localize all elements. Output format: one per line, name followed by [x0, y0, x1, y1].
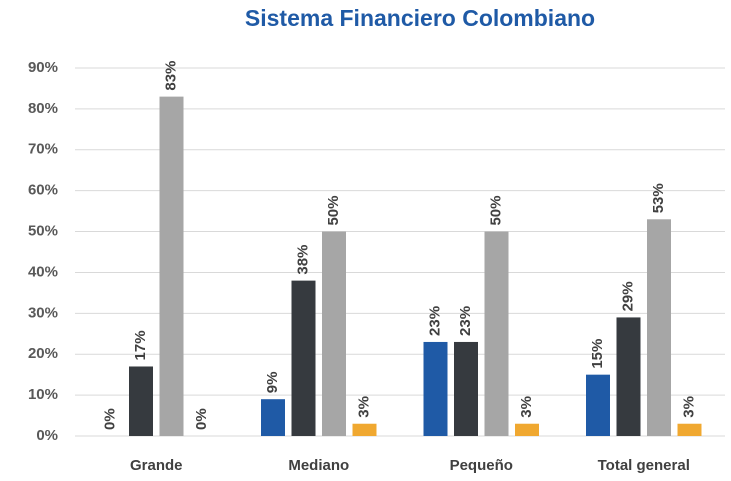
- bar: [647, 219, 671, 436]
- y-tick-label: 20%: [28, 345, 58, 362]
- y-tick-label: 70%: [28, 141, 58, 158]
- bar: [616, 317, 641, 436]
- bar: [291, 280, 316, 436]
- bar: [454, 341, 478, 436]
- y-tick-label: 90%: [28, 59, 58, 76]
- data-label: 29%: [619, 281, 636, 311]
- data-label: 15%: [589, 339, 606, 369]
- data-label: 17%: [132, 330, 149, 360]
- x-tick-label: Pequeño: [450, 457, 513, 474]
- bar: [129, 366, 153, 436]
- data-label: 83%: [162, 61, 179, 91]
- bar: [423, 341, 448, 436]
- data-label: 23%: [457, 306, 474, 336]
- data-label: 3%: [355, 396, 372, 418]
- x-tick-label: Grande: [130, 457, 183, 474]
- bar: [159, 96, 184, 436]
- data-label: 53%: [650, 183, 667, 213]
- data-label: 0%: [101, 408, 118, 430]
- y-tick-label: 30%: [28, 304, 58, 321]
- y-tick-label: 10%: [28, 386, 58, 403]
- data-label: 3%: [680, 396, 697, 418]
- data-label: 0%: [193, 408, 210, 430]
- bar: [586, 374, 610, 436]
- data-label: 3%: [518, 396, 535, 418]
- bar: [322, 231, 346, 436]
- data-label: 50%: [325, 196, 342, 226]
- y-tick-label: 50%: [28, 223, 58, 240]
- bar: [515, 423, 539, 436]
- chart-title: Sistema Financiero Colombiano: [245, 5, 595, 31]
- bar: [484, 231, 509, 436]
- data-label: 50%: [487, 196, 504, 226]
- y-tick-label: 80%: [28, 100, 58, 117]
- y-tick-label: 0%: [36, 427, 58, 444]
- x-tick-label: Mediano: [288, 457, 349, 474]
- y-tick-label: 40%: [28, 263, 58, 280]
- bar: [677, 423, 702, 436]
- data-label: 23%: [426, 306, 443, 336]
- data-label: 9%: [264, 372, 281, 394]
- bar: [352, 423, 377, 436]
- bar: [261, 399, 285, 436]
- y-tick-label: 60%: [28, 182, 58, 199]
- x-tick-label: Total general: [598, 457, 690, 474]
- data-label: 38%: [294, 245, 311, 275]
